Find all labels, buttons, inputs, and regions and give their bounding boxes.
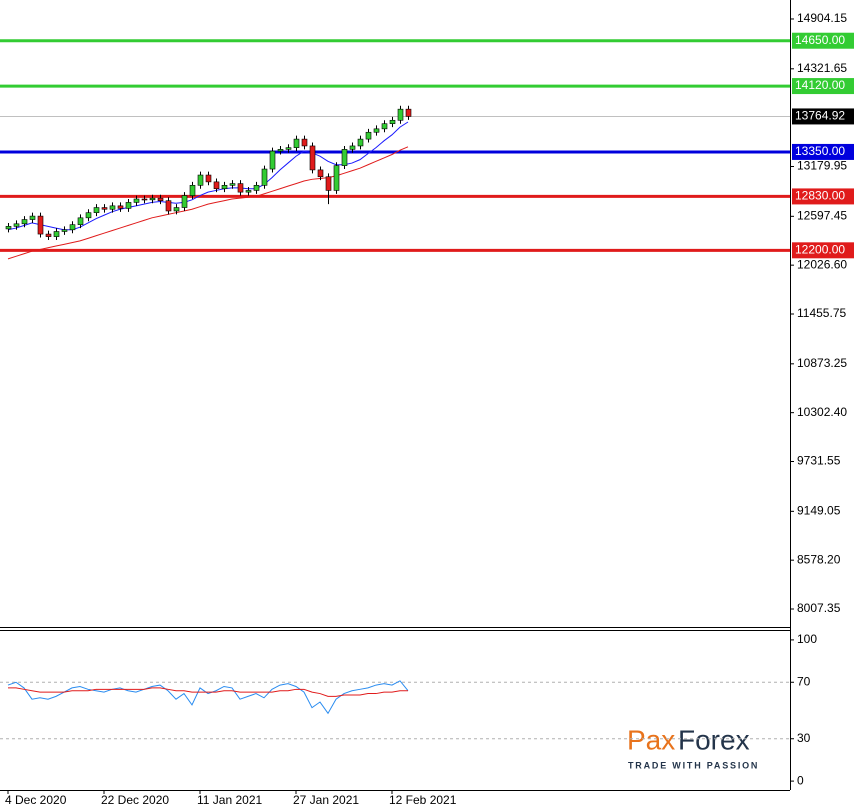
candle-body: [277, 149, 284, 152]
candle-body: [245, 190, 252, 193]
candle-body: [61, 229, 68, 232]
candle-body: [325, 176, 332, 191]
candle-body: [317, 169, 324, 178]
last-price-label: 13764.92: [795, 109, 845, 123]
candle-body: [157, 197, 164, 202]
candle-body: [373, 128, 380, 133]
candle-body: [37, 215, 44, 235]
candle-body: [397, 108, 404, 121]
candle-body: [341, 149, 348, 166]
candle-body: [21, 219, 28, 225]
candle-body: [285, 147, 292, 150]
level-label: 12200.00: [795, 242, 845, 256]
y-tick-label: 10302.40: [797, 405, 847, 419]
level-label: 13350.00: [795, 144, 845, 158]
level-tag: [792, 32, 854, 49]
candle-body: [293, 138, 300, 148]
candle-body: [109, 205, 116, 210]
candle-body: [117, 205, 124, 209]
candle-body: [365, 131, 372, 140]
y-tick-label: 10873.25: [797, 356, 847, 370]
y-tick-label: 9731.55: [797, 454, 841, 468]
candle-body: [173, 207, 180, 212]
logo: Pax Forex TRADE WITH PASSION: [627, 724, 759, 770]
candle-body: [85, 212, 92, 219]
logo-tagline: TRADE WITH PASSION: [628, 760, 759, 770]
level-label: 14120.00: [795, 78, 845, 92]
level-label: 12830.00: [795, 189, 845, 203]
y-tick-label: 70: [797, 674, 811, 688]
candle-body: [189, 185, 196, 196]
last-price-tag: [792, 108, 854, 125]
candle-body: [165, 200, 172, 212]
candle-body: [381, 123, 388, 130]
candle-body: [45, 233, 52, 237]
x-tick-label: 12 Feb 2021: [389, 793, 457, 807]
x-tick-label: 4 Dec 2020: [5, 793, 67, 807]
candle-body: [205, 174, 212, 183]
candle-body: [237, 183, 244, 193]
candle-body: [133, 198, 140, 203]
candle-body: [53, 231, 60, 237]
candle-body: [261, 168, 268, 186]
candle-body: [357, 138, 364, 147]
logo-brand: Forex: [678, 724, 750, 755]
candle-body: [69, 224, 76, 231]
candle-body: [141, 198, 148, 201]
candle-body: [197, 174, 204, 186]
candle-body: [349, 145, 356, 150]
candle-body: [253, 185, 260, 191]
moving-average: [7, 146, 409, 260]
y-tick-label: 12597.45: [797, 208, 847, 222]
logo-brand: Pax: [627, 724, 675, 755]
y-tick-label: 11455.75: [797, 306, 846, 320]
candle-body: [77, 217, 84, 225]
candle-body: [301, 138, 308, 147]
y-tick-label: 8578.20: [797, 552, 841, 566]
candle-body: [213, 181, 220, 190]
y-tick-label: 100: [797, 632, 817, 646]
candle-body: [93, 207, 100, 213]
candle-body: [389, 119, 396, 125]
y-tick-label: 12026.60: [797, 257, 847, 271]
x-tick-label: 27 Jan 2021: [293, 793, 359, 807]
level-tag: [792, 143, 854, 160]
candle-body: [29, 215, 36, 220]
candle-body: [269, 150, 276, 170]
candle-body: [181, 195, 188, 208]
candle-body: [309, 145, 316, 171]
y-tick-label: 14904.15: [797, 11, 847, 25]
indicator-line: [8, 687, 408, 697]
y-tick-label: 13179.95: [797, 159, 847, 173]
x-tick-label: 11 Jan 2021: [197, 793, 262, 807]
candle-body: [229, 183, 236, 186]
level-tag: [792, 188, 854, 205]
candle-body: [149, 197, 156, 201]
x-tick-label: 22 Dec 2020: [101, 793, 169, 807]
level-label: 14650.00: [795, 33, 845, 47]
candle-body: [405, 108, 412, 117]
y-tick-label: 30: [797, 731, 811, 745]
candle-body: [125, 202, 132, 209]
candle-body: [5, 226, 12, 230]
candle-body: [333, 165, 340, 191]
y-tick-label: 8007.35: [797, 601, 841, 615]
y-tick-label: 14321.65: [797, 61, 847, 75]
y-tick-label: 9149.05: [797, 504, 841, 518]
candle-body: [13, 223, 20, 227]
level-tag: [792, 242, 854, 259]
y-tick-label: 0: [797, 773, 804, 787]
candle-body: [221, 185, 228, 190]
candle-body: [101, 207, 108, 210]
level-tag: [792, 78, 854, 95]
